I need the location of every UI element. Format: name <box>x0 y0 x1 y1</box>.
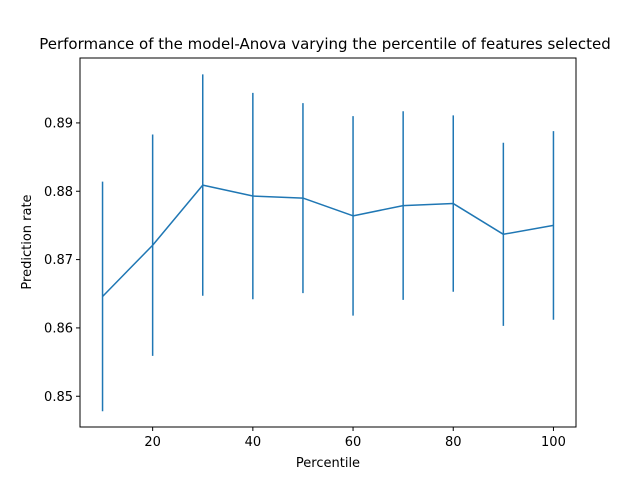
y-axis: 0.85 0.86 0.87 0.88 0.89 <box>44 116 80 405</box>
y-tick-label: 0.85 <box>44 390 73 405</box>
y-axis-label: Prediction rate <box>20 194 35 289</box>
x-tick-label: 60 <box>345 435 362 450</box>
plot-area <box>101 74 555 412</box>
x-tick-label: 20 <box>144 435 161 450</box>
y-tick-label: 0.86 <box>44 321 73 336</box>
x-axis-label: Percentile <box>296 456 360 471</box>
x-tick-label: 40 <box>245 435 262 450</box>
series-line <box>102 184 554 298</box>
axes-frame <box>79 57 577 428</box>
y-tick-label: 0.88 <box>44 185 73 200</box>
chart-title: Performance of the model-Anova varying t… <box>39 35 611 53</box>
x-axis: 20 40 60 80 100 <box>144 427 566 450</box>
y-tick-label: 0.87 <box>44 253 73 268</box>
x-tick-label: 100 <box>541 435 566 450</box>
x-tick-label: 80 <box>445 435 462 450</box>
y-tick-label: 0.89 <box>44 116 73 131</box>
